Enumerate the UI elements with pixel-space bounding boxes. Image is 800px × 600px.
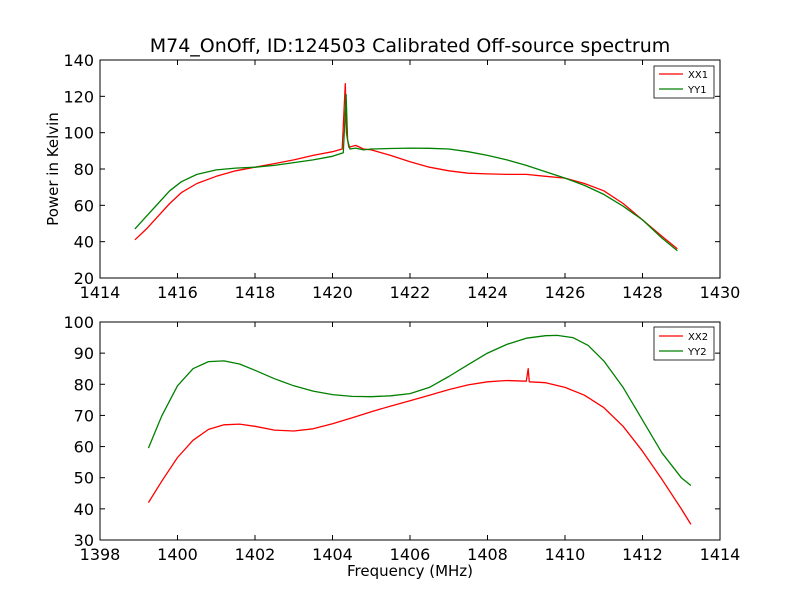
bottom-x-tick-label: 1414 <box>700 545 741 564</box>
bottom-axis-ticks: 1398 1400 1402 1404 1406 1408 1410 1412 1414 30 40… <box>63 313 740 564</box>
bottom-x-tick-label: 1398 <box>80 545 121 564</box>
top-y-tick-label: 140 <box>63 51 94 70</box>
top-series-lines <box>134 82 678 252</box>
legend-label-xx1: XX1 <box>688 70 708 81</box>
top-axis-ticks: 1414 1416 1418 1420 1422 1424 1426 1428 1430 20 40… <box>63 51 740 302</box>
bottom-series-line-yy2 <box>147 334 692 487</box>
top-series-line-yy1 <box>134 93 678 252</box>
bottom-y-tick-label: 40 <box>74 500 94 519</box>
bottom-plot-frame <box>99 321 721 541</box>
top-plot-frame <box>99 59 721 279</box>
top-x-tick-label: 1416 <box>157 283 198 302</box>
legend-label-yy2: YY2 <box>687 347 707 358</box>
top-x-tick-label: 1430 <box>700 283 741 302</box>
top-panel: 1414 1416 1418 1420 1422 1424 1426 1428 1430 20 40… <box>44 51 740 302</box>
bottom-x-tick-label: 1404 <box>312 545 353 564</box>
bottom-y-tick-label: 60 <box>74 438 94 457</box>
bottom-x-tick-label: 1412 <box>622 545 663 564</box>
bottom-series-line-xx2 <box>147 368 692 525</box>
bottom-panel: 1398 1400 1402 1404 1406 1408 1410 1412 1414 30 40… <box>63 313 740 580</box>
top-x-tick-label: 1414 <box>80 283 121 302</box>
top-y-tick-label: 100 <box>63 124 94 143</box>
bottom-legend: XX2 YY2 <box>653 326 715 361</box>
top-x-tick-label: 1422 <box>390 283 431 302</box>
top-y-tick-label: 120 <box>63 87 94 106</box>
bottom-y-tick-label: 80 <box>74 375 94 394</box>
top-y-axis-label: Power in Kelvin <box>44 112 62 226</box>
top-x-tick-label: 1424 <box>467 283 508 302</box>
top-x-tick-label: 1420 <box>312 283 353 302</box>
top-y-tick-label: 40 <box>74 233 94 252</box>
bottom-x-tick-label: 1400 <box>157 545 198 564</box>
bottom-x-tick-label: 1410 <box>545 545 586 564</box>
bottom-y-tick-label: 50 <box>74 469 94 488</box>
bottom-y-tick-label: 30 <box>74 531 94 550</box>
top-x-tick-label: 1426 <box>545 283 586 302</box>
top-x-tick-label: 1418 <box>235 283 276 302</box>
bottom-x-tick-label: 1406 <box>390 545 431 564</box>
bottom-x-axis-label: Frequency (MHz) <box>347 562 473 580</box>
top-y-tick-label: 20 <box>74 269 94 288</box>
top-x-tick-label: 1428 <box>622 283 663 302</box>
legend-label-xx2: XX2 <box>688 332 708 343</box>
bottom-series-lines <box>147 334 692 525</box>
chart-title: M74_OnOff, ID:124503 Calibrated Off-sour… <box>150 35 671 57</box>
bottom-x-tick-label: 1408 <box>467 545 508 564</box>
top-y-tick-label: 80 <box>74 160 94 179</box>
bottom-y-tick-label: 90 <box>74 344 94 363</box>
top-y-tick-label: 60 <box>74 196 94 215</box>
bottom-legend-box <box>653 326 715 361</box>
top-legend: XX1 YY1 <box>653 65 715 99</box>
bottom-y-tick-label: 70 <box>74 406 94 425</box>
top-legend-box <box>653 65 715 99</box>
bottom-y-tick-label: 100 <box>63 313 94 332</box>
legend-label-yy1: YY1 <box>687 85 707 96</box>
bottom-x-tick-label: 1402 <box>235 545 276 564</box>
